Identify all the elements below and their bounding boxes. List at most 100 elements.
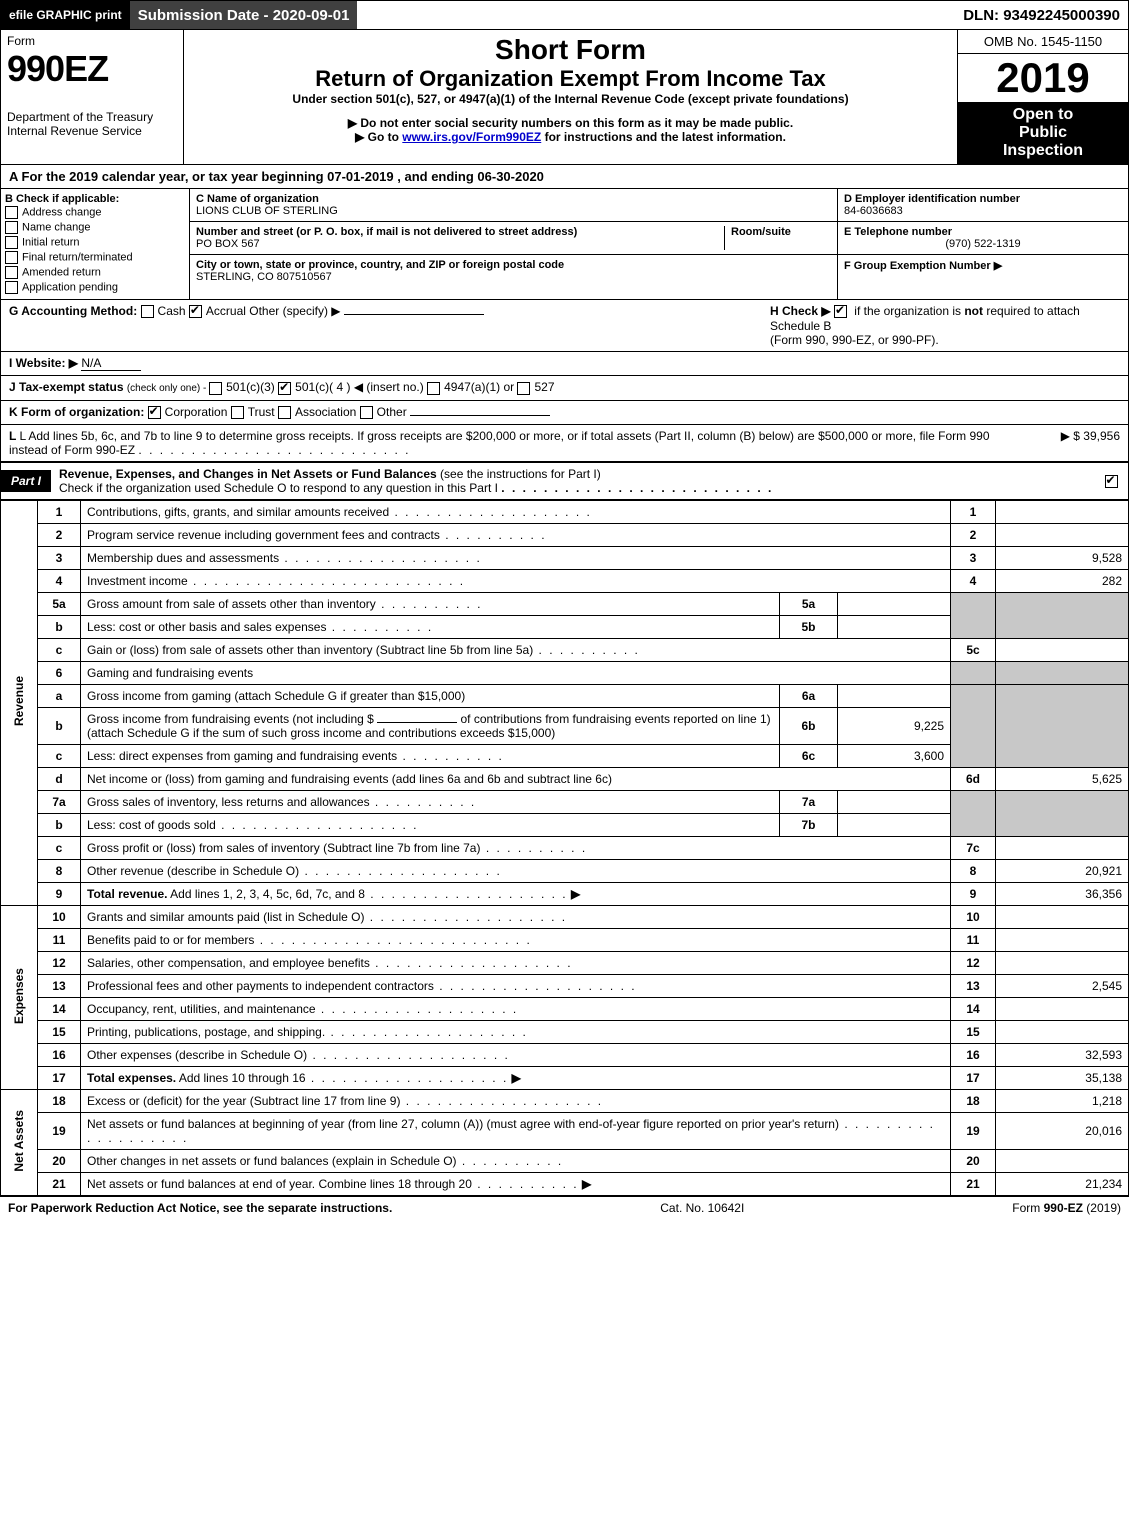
cb-cash[interactable] <box>141 305 154 318</box>
box-b-header: B Check if applicable: <box>5 193 185 205</box>
val-12 <box>996 951 1129 974</box>
val-7b <box>838 813 951 836</box>
submission-date: Submission Date - 2020-09-01 <box>130 1 358 29</box>
cb-trust[interactable] <box>231 406 244 419</box>
c-room-label: Room/suite <box>731 226 791 238</box>
val-13: 2,545 <box>996 974 1129 997</box>
tax-year: 2019 <box>958 54 1128 102</box>
box-b: B Check if applicable: Address change Na… <box>1 189 190 299</box>
cb-application-pending[interactable] <box>5 281 18 294</box>
val-3: 9,528 <box>996 546 1129 569</box>
instr-suffix: for instructions and the latest informat… <box>541 130 786 144</box>
instr-prefix: ▶ Go to <box>355 130 402 144</box>
cb-address-change[interactable] <box>5 206 18 219</box>
val-21: 21,234 <box>996 1172 1129 1195</box>
val-6b: 9,225 <box>838 707 951 744</box>
h-label: H Check ▶ <box>770 304 831 318</box>
form-number: 990EZ <box>7 48 177 90</box>
cb-accrual[interactable] <box>189 305 202 318</box>
val-7a <box>838 790 951 813</box>
box-c: C Name of organization LIONS CLUB OF STE… <box>190 189 837 299</box>
cb-501c[interactable] <box>278 382 291 395</box>
c-street-label: Number and street (or P. O. box, if mail… <box>196 226 577 238</box>
form-header: Form 990EZ Department of the Treasury In… <box>0 30 1129 165</box>
paperwork-notice: For Paperwork Reduction Act Notice, see … <box>8 1201 392 1215</box>
instr-ssn: ▶ Do not enter social security numbers o… <box>190 116 951 130</box>
cb-501c3[interactable] <box>209 382 222 395</box>
other-specify-line[interactable] <box>344 314 484 315</box>
val-5b <box>838 615 951 638</box>
val-5a <box>838 592 951 615</box>
i-label: I Website: ▶ <box>9 356 78 370</box>
other-org-line[interactable] <box>410 415 550 416</box>
val-14 <box>996 997 1129 1020</box>
phone-value: (970) 522-1319 <box>844 238 1122 250</box>
info-grid: B Check if applicable: Address change Na… <box>0 189 1129 300</box>
cb-corporation[interactable] <box>148 406 161 419</box>
val-4: 282 <box>996 569 1129 592</box>
val-6c: 3,600 <box>838 744 951 767</box>
title-sub: Under section 501(c), 527, or 4947(a)(1)… <box>190 92 951 106</box>
irs-link[interactable]: www.irs.gov/Form990EZ <box>402 130 541 144</box>
website-value: N/A <box>81 356 141 371</box>
cat-no: Cat. No. 10642I <box>392 1201 1012 1215</box>
val-19: 20,016 <box>996 1112 1129 1149</box>
val-1 <box>996 500 1129 523</box>
g-label: G Accounting Method: <box>9 304 137 318</box>
cb-4947[interactable] <box>427 382 440 395</box>
title-short: Short Form <box>190 34 951 66</box>
org-city: STERLING, CO 807510567 <box>196 271 831 283</box>
dln: DLN: 93492245000390 <box>955 1 1128 29</box>
section-expenses: Expenses <box>1 905 38 1089</box>
cb-association[interactable] <box>278 406 291 419</box>
val-9: 36,356 <box>996 882 1129 905</box>
contrib-blank[interactable] <box>377 722 457 723</box>
val-10 <box>996 905 1129 928</box>
instr-link-row: ▶ Go to www.irs.gov/Form990EZ for instru… <box>190 130 951 144</box>
gross-receipts: ▶ $ 39,956 <box>1000 429 1120 457</box>
cb-name-change[interactable] <box>5 221 18 234</box>
val-18: 1,218 <box>996 1089 1129 1112</box>
val-17: 35,138 <box>996 1066 1129 1089</box>
cb-schedule-b[interactable] <box>834 305 847 318</box>
open-to-public: Open to Public Inspection <box>958 102 1128 164</box>
val-11 <box>996 928 1129 951</box>
val-5c <box>996 638 1129 661</box>
row-l: L L Add lines 5b, 6c, and 7b to line 9 t… <box>0 425 1129 462</box>
val-8: 20,921 <box>996 859 1129 882</box>
cb-part1-schedule-o[interactable] <box>1105 475 1118 488</box>
omb-number: OMB No. 1545-1150 <box>958 30 1128 54</box>
cb-527[interactable] <box>517 382 530 395</box>
cb-initial-return[interactable] <box>5 236 18 249</box>
form-version: Form 990-EZ (2019) <box>1012 1201 1121 1215</box>
box-def: D Employer identification number 84-6036… <box>837 189 1128 299</box>
val-16: 32,593 <box>996 1043 1129 1066</box>
dept-treasury: Department of the Treasury <box>7 110 177 124</box>
row-i: I Website: ▶ N/A <box>0 352 1129 376</box>
d-label: D Employer identification number <box>844 193 1020 205</box>
period-row: A For the 2019 calendar year, or tax yea… <box>0 165 1129 189</box>
part1-header: Part I Revenue, Expenses, and Changes in… <box>0 462 1129 500</box>
row-j: J Tax-exempt status (check only one) - 5… <box>0 376 1129 400</box>
f-label: F Group Exemption Number ▶ <box>844 260 1002 272</box>
title-long: Return of Organization Exempt From Incom… <box>190 66 951 92</box>
org-name: LIONS CLUB OF STERLING <box>196 205 831 217</box>
efile-tag[interactable]: efile GRAPHIC print <box>1 1 130 29</box>
page-footer: For Paperwork Reduction Act Notice, see … <box>0 1196 1129 1219</box>
val-2 <box>996 523 1129 546</box>
cb-final-return[interactable] <box>5 251 18 264</box>
ein-value: 84-6036683 <box>844 205 903 217</box>
form-word: Form <box>7 34 177 48</box>
org-street: PO BOX 567 <box>196 238 724 250</box>
row-k: K Form of organization: Corporation Trus… <box>0 401 1129 425</box>
val-15 <box>996 1020 1129 1043</box>
c-city-label: City or town, state or province, country… <box>196 259 564 271</box>
cb-other-org[interactable] <box>360 406 373 419</box>
top-bar: efile GRAPHIC print Submission Date - 20… <box>0 0 1129 30</box>
c-name-label: C Name of organization <box>196 193 319 205</box>
val-6a <box>838 684 951 707</box>
val-7c <box>996 836 1129 859</box>
e-label: E Telephone number <box>844 226 952 238</box>
cb-amended-return[interactable] <box>5 266 18 279</box>
section-netassets: Net Assets <box>1 1089 38 1195</box>
